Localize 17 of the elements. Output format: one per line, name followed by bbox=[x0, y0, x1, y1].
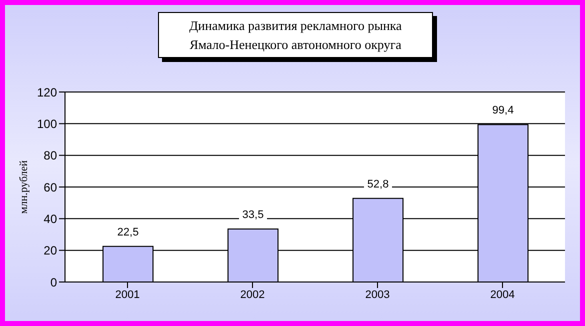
y-tick-label: 40 bbox=[44, 212, 58, 226]
y-tick-label: 120 bbox=[36, 85, 58, 100]
y-tick-label: 80 bbox=[44, 148, 58, 163]
data-label: 99,4 bbox=[492, 104, 514, 117]
y-tick-label: 0 bbox=[50, 275, 58, 290]
data-label: 33,5 bbox=[242, 208, 264, 221]
x-tick-label: 2003 bbox=[365, 288, 390, 301]
y-tick-label: 60 bbox=[44, 180, 58, 194]
data-label: 22,5 bbox=[117, 226, 139, 238]
data-label: 52,8 bbox=[367, 178, 389, 190]
y-tick-label: 100 bbox=[36, 116, 58, 131]
y-tick-label: 20 bbox=[44, 244, 58, 258]
x-tick-label: 2001 bbox=[115, 288, 140, 301]
x-tick-label: 2004 bbox=[490, 288, 515, 301]
x-tick-label: 2002 bbox=[240, 288, 265, 301]
y-axis-title: млн.рублей bbox=[18, 160, 30, 214]
chart-title: Динамика развития рекламного рынка Ямало-Ненецкого автономного округа bbox=[158, 12, 433, 58]
